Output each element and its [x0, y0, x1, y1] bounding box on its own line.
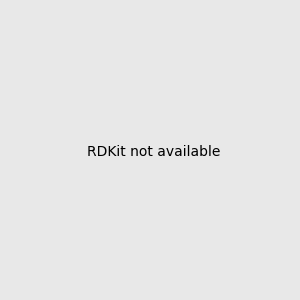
Text: RDKit not available: RDKit not available	[87, 145, 220, 158]
